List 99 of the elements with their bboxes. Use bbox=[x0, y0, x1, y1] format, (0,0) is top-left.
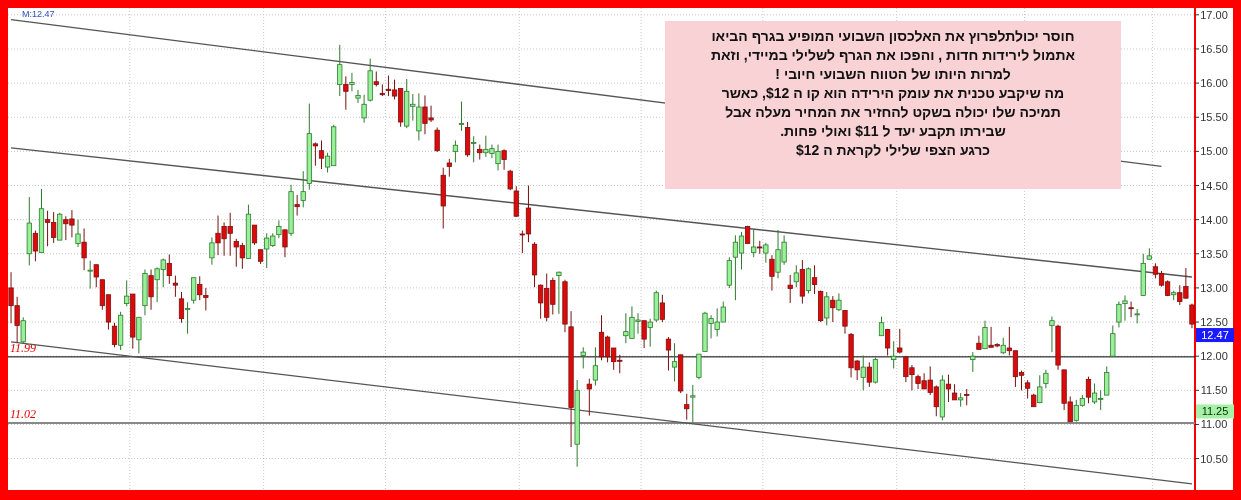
candlestick bbox=[592, 346, 599, 387]
ref-line-label: 11.02 bbox=[10, 407, 37, 422]
candlestick bbox=[860, 355, 866, 391]
y-tick-label: 12.50 bbox=[1200, 316, 1228, 329]
y-tick-label: 16.00 bbox=[1200, 77, 1228, 90]
candlestick bbox=[318, 139, 325, 170]
candlestick bbox=[184, 301, 191, 335]
candlestick bbox=[690, 384, 696, 423]
candlestick bbox=[982, 320, 988, 350]
candlestick bbox=[1104, 365, 1110, 396]
candlestick bbox=[842, 309, 848, 335]
picture-note-box: חוסר יכולתלפרוץ את האלכסון השבועי המופיע בגרף הביאו אתמול לירידות חדות , והפכו את הגרף לשלילי במיידי, וזאת למרות היותו של הטווח השבועי חיובי ! מה שיקבע טכנית את עומק הירידה הוא קו ה $12, כאשר תמיכה שלו יכולה בשקט להחזיר את המחיר מעלה אבל שבירתו תקבע יעד ל $11 ואולי פחות. כרגע הצפי שלילי לקראת ה $12 bbox=[665, 21, 1121, 189]
y-tick-label: 16.50 bbox=[1200, 42, 1228, 55]
candlestick bbox=[1122, 294, 1128, 322]
candlestick bbox=[172, 275, 178, 298]
candlestick bbox=[1043, 369, 1049, 389]
candlestick bbox=[659, 294, 665, 323]
y-tick-label: 15.00 bbox=[1200, 145, 1228, 158]
y-tick-label: 15.50 bbox=[1200, 111, 1228, 124]
candlestick bbox=[452, 139, 459, 163]
text: 11.25 bbox=[1201, 405, 1229, 418]
candlestick bbox=[75, 219, 81, 248]
candlestick bbox=[87, 260, 93, 290]
candlestick bbox=[1189, 303, 1195, 329]
candlestick bbox=[793, 264, 799, 288]
candlestick bbox=[586, 378, 592, 417]
candlestick bbox=[1049, 316, 1055, 353]
candlestick bbox=[1037, 374, 1043, 404]
candlestick bbox=[81, 228, 87, 271]
y-tick-label: 17.00 bbox=[1200, 8, 1228, 21]
candlestick bbox=[751, 228, 757, 258]
candlestick bbox=[148, 268, 154, 311]
candlestick bbox=[166, 253, 172, 285]
candlestick bbox=[1116, 301, 1122, 329]
candlestick bbox=[111, 322, 118, 348]
candlestick bbox=[580, 346, 586, 369]
candlestick bbox=[866, 361, 872, 388]
y-tick-label: 11.50 bbox=[1200, 384, 1228, 397]
candlestick bbox=[276, 219, 282, 239]
text: 12.47 bbox=[1201, 329, 1229, 342]
candlestick bbox=[824, 291, 830, 326]
candlestick bbox=[471, 135, 477, 163]
y-tick-label: 10.50 bbox=[1200, 452, 1228, 465]
candlestick bbox=[872, 357, 879, 384]
candlestick bbox=[1128, 301, 1134, 318]
y-tick-label: 14.50 bbox=[1200, 179, 1228, 192]
candlestick bbox=[945, 374, 952, 403]
y-tick-label: 14.00 bbox=[1200, 213, 1228, 226]
candlestick bbox=[1025, 379, 1031, 400]
y-tick-label: 11.00 bbox=[1200, 418, 1228, 431]
candlestick bbox=[124, 279, 130, 307]
candlestick bbox=[337, 44, 343, 97]
candlestick bbox=[300, 170, 306, 208]
candlestick bbox=[970, 351, 976, 373]
candlestick bbox=[1085, 376, 1092, 404]
candlestick bbox=[647, 318, 653, 348]
candlestick bbox=[671, 342, 678, 382]
candlestick bbox=[434, 126, 440, 153]
candlestick bbox=[769, 254, 775, 292]
candlestick bbox=[1110, 324, 1116, 357]
candlestick bbox=[251, 224, 258, 246]
candlestick bbox=[891, 340, 897, 369]
candlestick bbox=[805, 266, 812, 294]
candlestick bbox=[458, 101, 465, 132]
candlestick bbox=[136, 316, 142, 354]
candlestick bbox=[294, 194, 300, 217]
candlestick bbox=[349, 72, 355, 92]
candlestick bbox=[976, 335, 982, 350]
candlestick bbox=[32, 230, 38, 262]
candlestick bbox=[696, 353, 702, 380]
candlestick bbox=[209, 236, 215, 266]
candlestick bbox=[897, 328, 903, 354]
candlestick bbox=[197, 275, 203, 301]
candlestick bbox=[556, 271, 562, 315]
candlestick bbox=[355, 89, 361, 104]
candlestick bbox=[885, 328, 891, 356]
candlestick bbox=[830, 295, 836, 323]
candlestick bbox=[665, 336, 672, 372]
candlestick bbox=[93, 264, 99, 288]
candlestick bbox=[282, 228, 288, 258]
candlestick bbox=[191, 277, 197, 305]
candlestick bbox=[361, 94, 367, 124]
candlestick bbox=[787, 274, 793, 304]
candlestick bbox=[641, 320, 647, 349]
candlestick bbox=[312, 142, 318, 167]
candlestick bbox=[178, 291, 185, 324]
candlestick bbox=[343, 75, 349, 111]
annotation: M:12.47 bbox=[22, 9, 55, 19]
candlestick bbox=[684, 393, 690, 421]
y-tick-label: 13.50 bbox=[1200, 247, 1228, 260]
candlestick bbox=[811, 264, 818, 295]
candlestick bbox=[203, 287, 209, 311]
y-tick-label: 12.00 bbox=[1200, 350, 1228, 363]
ref-line-label: 11.99 bbox=[10, 340, 37, 355]
candlestick bbox=[878, 316, 885, 337]
candlestick bbox=[501, 148, 507, 171]
y-tick-label: 13.00 bbox=[1200, 281, 1228, 294]
candlestick bbox=[20, 316, 26, 345]
candlestick bbox=[763, 242, 769, 264]
